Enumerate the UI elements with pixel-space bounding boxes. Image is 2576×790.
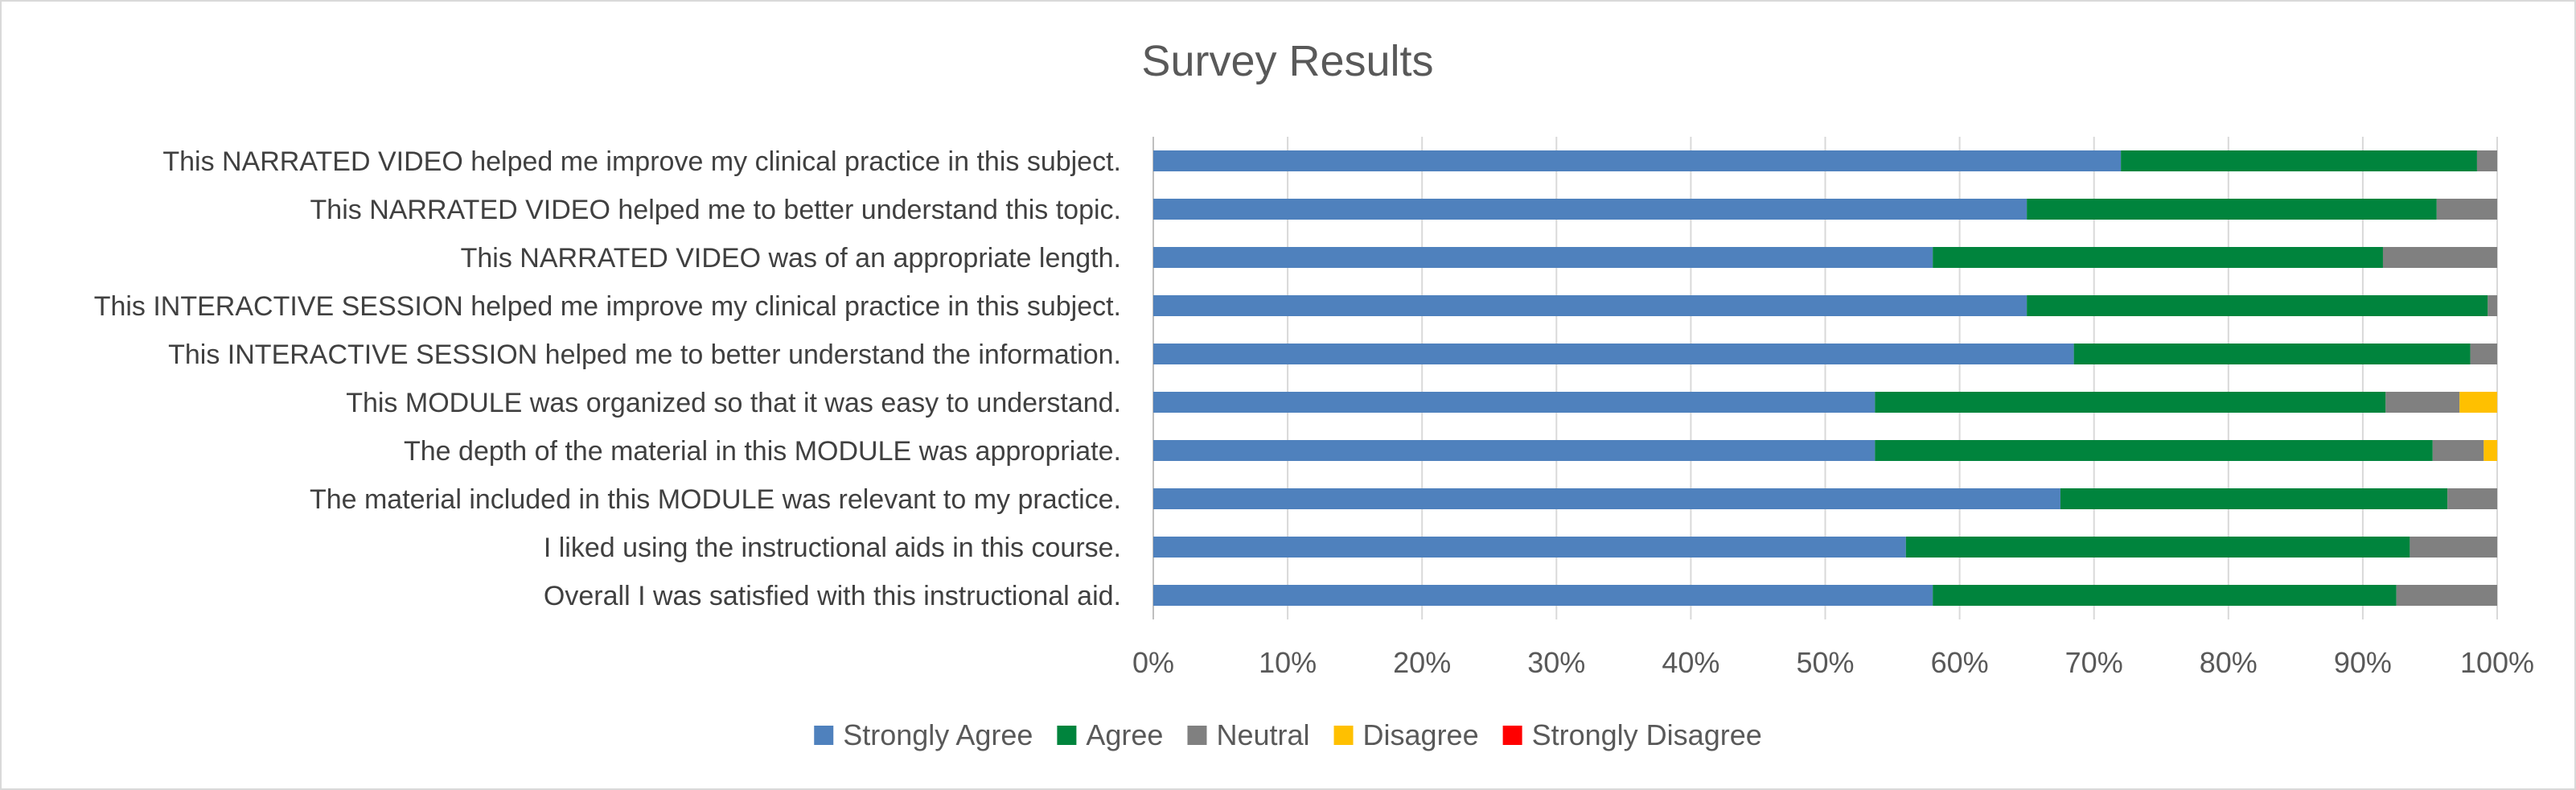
legend-swatch — [1502, 726, 1522, 745]
legend-label: Strongly Agree — [843, 718, 1033, 751]
category-label: This INTERACTIVE SESSION helped me to be… — [168, 339, 1121, 370]
legend-label: Neutral — [1216, 718, 1309, 751]
category-label: The material included in this MODULE was… — [310, 484, 1121, 515]
x-tick-label: 100% — [2460, 646, 2534, 679]
category-label: Overall I was satisfied with this instru… — [544, 581, 1121, 611]
bar-segment — [2060, 488, 2448, 509]
bar-segment — [2470, 344, 2497, 364]
x-tick-label: 70% — [2065, 646, 2123, 679]
legend-swatch — [1187, 726, 1207, 745]
category-label: I liked using the instructional aids in … — [544, 533, 1121, 563]
bar-segment — [2027, 199, 2437, 220]
bar-segment — [2476, 150, 2497, 171]
bar-segment — [2121, 150, 2477, 171]
x-tick-label: 90% — [2334, 646, 2392, 679]
bar-segment — [1153, 585, 1933, 606]
x-axis-tick-labels: 0% 10% 20% 30% 40% 50% 60% 70% 80% 90% 100% — [1132, 646, 2534, 679]
bar-segment — [1153, 295, 2028, 316]
bar-segment — [2410, 537, 2497, 558]
x-tick-label: 50% — [1796, 646, 1854, 679]
bar-segment — [2432, 440, 2484, 461]
bar-segment — [2488, 295, 2497, 316]
bars — [1153, 150, 2497, 606]
x-tick-label: 10% — [1259, 646, 1317, 679]
bar-segment — [2459, 392, 2497, 413]
legend-label: Strongly Disagree — [1532, 718, 1762, 751]
bar-segment — [2447, 488, 2497, 509]
category-label: This NARRATED VIDEO was of an appropriat… — [461, 243, 1121, 274]
x-tick-label: 30% — [1527, 646, 1585, 679]
bar-segment — [2073, 344, 2471, 364]
bar-segment — [2382, 247, 2497, 268]
legend: Strongly Agree Agree Neutral Disagree Strong… — [814, 718, 1762, 751]
legend-swatch — [814, 726, 834, 745]
bar-segment — [2396, 585, 2497, 606]
bar-segment — [1153, 440, 1876, 461]
category-labels: This NARRATED VIDEO helped me improve my… — [94, 146, 1121, 611]
chart-title: Survey Results — [1141, 37, 1433, 85]
bar-segment — [2436, 199, 2497, 220]
bar-segment — [2027, 295, 2488, 316]
bar-segment — [1153, 247, 1933, 268]
bar-segment — [1875, 392, 2386, 413]
bar-segment — [1153, 488, 2060, 509]
category-label: The depth of the material in this MODULE… — [404, 436, 1121, 467]
bar-segment — [2385, 392, 2460, 413]
category-label: This INTERACTIVE SESSION helped me impro… — [94, 291, 1121, 322]
category-label: This MODULE was organized so that it was… — [346, 388, 1121, 418]
category-label: This NARRATED VIDEO helped me to better … — [310, 195, 1121, 225]
bar-segment — [1933, 247, 2383, 268]
bar-segment — [1153, 199, 2028, 220]
x-tick-label: 80% — [2200, 646, 2258, 679]
bar-segment — [1153, 344, 2074, 364]
bar-segment — [1153, 150, 2122, 171]
x-tick-label: 40% — [1662, 646, 1719, 679]
legend-swatch — [1057, 726, 1077, 745]
bar-segment — [2484, 440, 2497, 461]
bar-segment — [1905, 537, 2410, 558]
x-tick-label: 0% — [1132, 646, 1174, 679]
bar-segment — [1153, 392, 1876, 413]
legend-label: Agree — [1086, 718, 1163, 751]
legend-swatch — [1333, 726, 1354, 745]
bar-segment — [1153, 537, 1906, 558]
bar-segment — [1875, 440, 2433, 461]
x-tick-label: 20% — [1393, 646, 1451, 679]
bar-segment — [1933, 585, 2397, 606]
category-label: This NARRATED VIDEO helped me improve my… — [162, 146, 1121, 177]
legend-label: Disagree — [1363, 718, 1479, 751]
x-tick-label: 60% — [1931, 646, 1989, 679]
